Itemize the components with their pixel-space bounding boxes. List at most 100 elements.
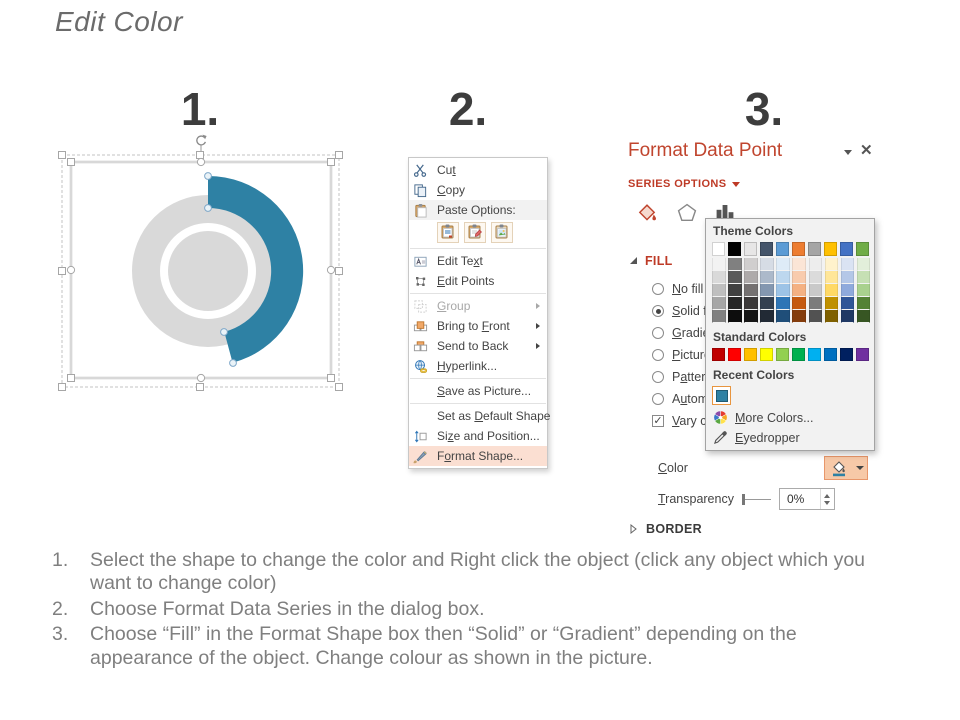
arc-adjust-handles[interactable] [204,172,237,367]
transparency-spinbox[interactable]: 0% [778,488,835,510]
theme-color-swatch-4[interactable] [759,242,774,256]
standard-color-swatch-2[interactable] [727,347,742,361]
theme-variant-swatch[interactable] [792,283,806,297]
theme-variant-swatch[interactable] [744,296,758,310]
standard-color-swatch-5[interactable] [775,347,790,361]
theme-variant-swatch[interactable] [824,283,839,297]
theme-variant-swatch[interactable] [824,309,839,323]
theme-variant-swatch[interactable] [760,296,774,310]
radio-button[interactable] [652,393,664,405]
theme-variant-swatch[interactable] [792,270,806,284]
selection-handles[interactable] [58,151,343,391]
color-dropdown-arrow-icon[interactable] [853,466,867,470]
theme-variant-swatch[interactable] [856,296,871,310]
theme-variant-swatch[interactable] [824,296,839,310]
theme-color-swatch-8[interactable] [823,242,838,256]
theme-color-swatch-2[interactable] [727,242,742,256]
radio-button[interactable] [652,327,664,339]
menu-item-copy[interactable]: Copy [409,180,547,200]
tab-effects[interactable] [672,198,702,228]
theme-variant-swatch[interactable] [760,257,774,271]
theme-variant-swatch[interactable] [712,283,726,297]
theme-variant-swatch[interactable] [760,270,774,284]
theme-variant-swatch[interactable] [856,309,871,323]
theme-variant-swatch[interactable] [744,283,758,297]
theme-variant-swatch[interactable] [840,270,855,284]
theme-variant-swatch[interactable] [744,309,758,323]
theme-variant-swatch[interactable] [856,283,871,297]
standard-color-swatch-7[interactable] [807,347,822,361]
standard-color-swatch-4[interactable] [759,347,774,361]
theme-variant-swatch[interactable] [712,309,726,323]
menu-item-format-shape[interactable]: Format Shape... [409,446,547,466]
theme-variant-swatch[interactable] [728,270,742,284]
theme-variant-swatch[interactable] [840,283,855,297]
more-colors-item[interactable]: More Colors... [713,410,869,425]
fill-option-no-fill[interactable]: No fill [652,278,782,300]
fill-section-header[interactable]: FILL [630,254,673,268]
paste-keep-source-button[interactable] [437,222,459,243]
theme-variant-swatch[interactable] [712,270,726,284]
menu-item-size-and-position[interactable]: Size and Position... [409,426,547,446]
theme-variant-swatch[interactable] [744,270,758,284]
theme-variant-swatch[interactable] [856,257,871,271]
panel-menu-caret-icon[interactable] [844,150,852,155]
theme-variant-swatch[interactable] [776,283,790,297]
donut-center[interactable] [168,231,248,311]
theme-variant-swatch[interactable] [824,270,839,284]
menu-item-paste-options[interactable]: Paste Options: [409,200,547,220]
standard-color-swatch-8[interactable] [823,347,838,361]
standard-color-swatch-6[interactable] [791,347,806,361]
theme-color-swatch-3[interactable] [743,242,758,256]
theme-variant-swatch[interactable] [808,270,823,284]
menu-item-send-to-back[interactable]: Send to Back [409,336,547,356]
eyedropper-item[interactable]: Eyedropper [713,430,869,445]
theme-variant-swatch[interactable] [760,283,774,297]
standard-color-swatch-10[interactable] [855,347,869,361]
standard-color-swatch-3[interactable] [743,347,758,361]
series-options-label[interactable]: SERIES OPTIONS [628,178,740,190]
selected-arc-segment[interactable] [208,175,304,363]
selected-shape-preview[interactable] [58,133,348,399]
theme-variant-swatch[interactable] [792,257,806,271]
menu-item-edit-points[interactable]: Edit Points [409,271,547,291]
menu-item-hyperlink[interactable]: Hyperlink... [409,356,547,376]
menu-item-set-as-default-shape[interactable]: Set as Default Shape [409,406,550,426]
spinner-arrows[interactable] [819,489,834,509]
standard-color-swatch-1[interactable] [712,347,726,361]
menu-item-save-as-picture[interactable]: Save as Picture... [409,381,547,401]
theme-color-swatch-9[interactable] [839,242,853,256]
panel-close-icon[interactable]: ✕ [860,142,873,159]
theme-variant-swatch[interactable] [792,296,806,310]
theme-variant-swatch[interactable] [808,296,823,310]
theme-variant-swatch[interactable] [776,257,790,271]
menu-item-bring-to-front[interactable]: Bring to Front [409,316,547,336]
theme-variant-swatch[interactable] [776,296,790,310]
fill-color-button[interactable] [824,456,868,480]
standard-color-swatch-9[interactable] [839,347,853,361]
radio-button[interactable] [652,371,664,383]
radio-button[interactable] [652,305,664,317]
theme-variant-swatch[interactable] [728,257,742,271]
theme-variant-swatch[interactable] [808,309,823,323]
theme-variant-swatch[interactable] [808,283,823,297]
theme-variant-swatch[interactable] [776,309,790,323]
theme-variant-swatch[interactable] [856,270,871,284]
menu-item-cut[interactable]: Cut [409,160,547,180]
radio-button[interactable] [652,283,664,295]
theme-color-swatch-7[interactable] [807,242,822,256]
theme-variant-swatch[interactable] [776,270,790,284]
theme-variant-swatch[interactable] [840,309,855,323]
rotate-handle-icon[interactable] [196,134,207,146]
paste-merge-formatting-button[interactable] [464,222,486,243]
theme-variant-swatch[interactable] [728,283,742,297]
theme-color-swatch-1[interactable] [712,242,726,256]
checkbox[interactable]: ✓ [652,415,664,427]
theme-variant-swatch[interactable] [808,257,823,271]
theme-color-swatch-6[interactable] [791,242,806,256]
tab-fill-and-line[interactable] [632,198,662,228]
radio-button[interactable] [652,349,664,361]
transparency-slider[interactable] [741,493,771,505]
tab-series-options[interactable] [710,196,740,226]
theme-variant-swatch[interactable] [712,257,726,271]
